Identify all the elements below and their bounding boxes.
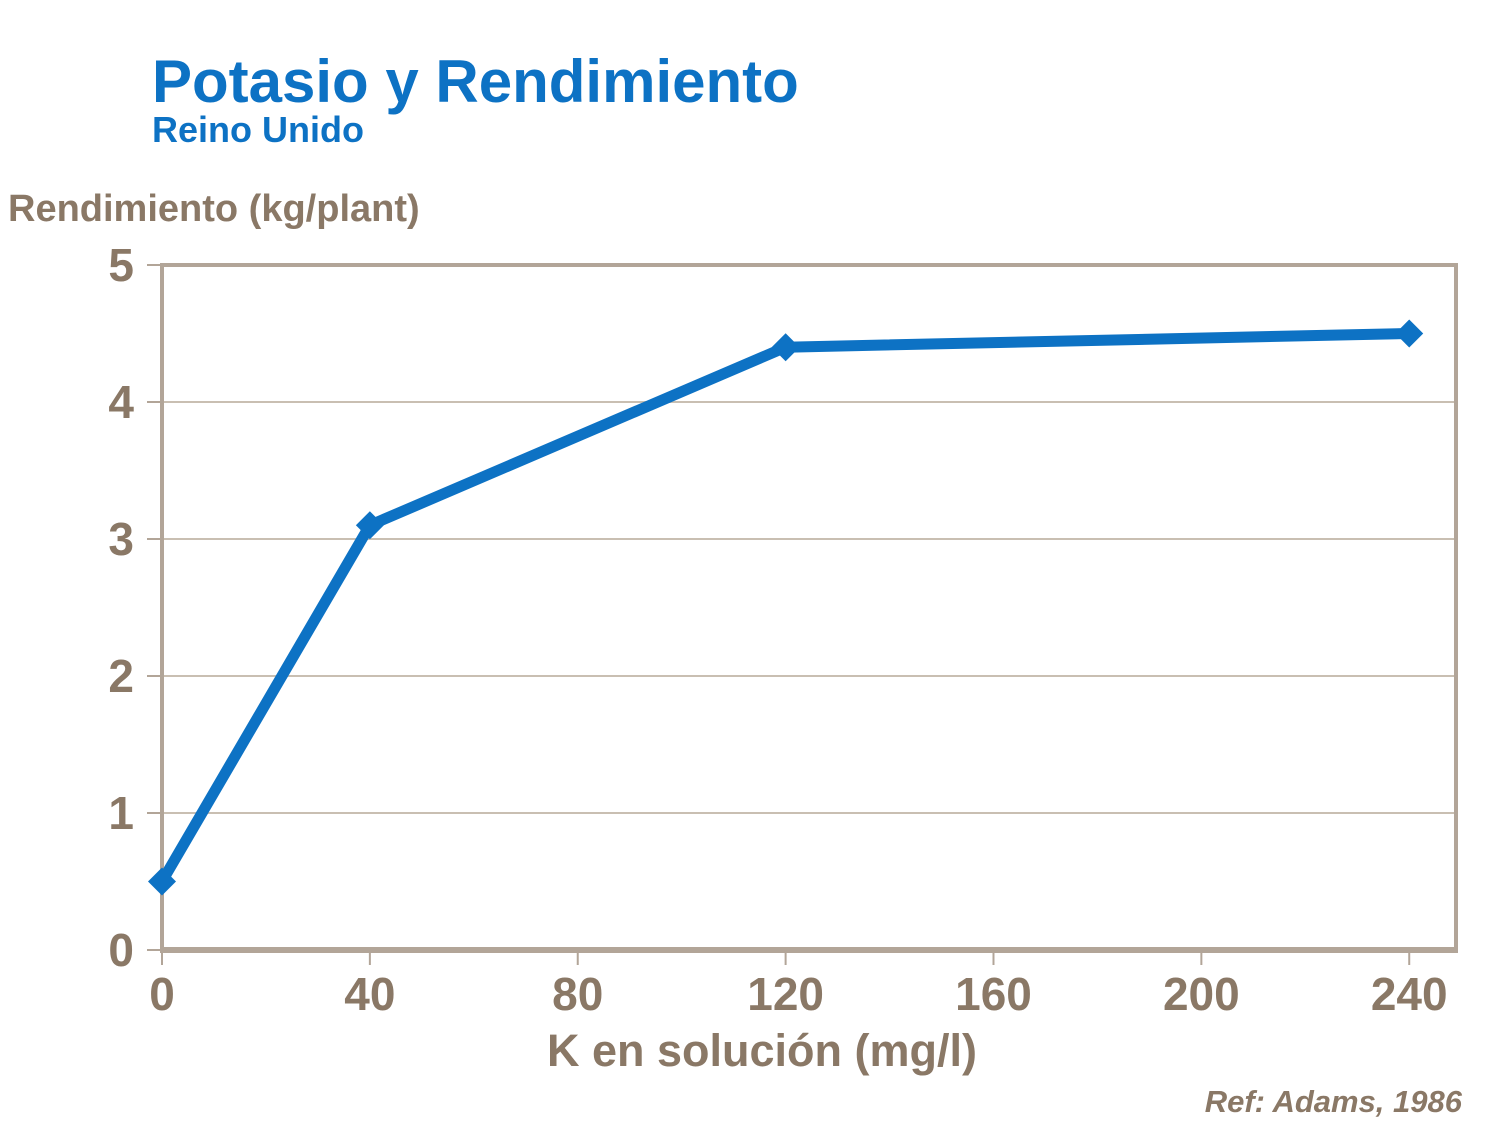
x-tick-label-200: 200 bbox=[1163, 968, 1240, 1020]
data-point-40-3.1 bbox=[355, 511, 384, 540]
data-point-120-4.4 bbox=[771, 333, 800, 362]
x-tick-label-0: 0 bbox=[149, 968, 175, 1020]
data-point-0-0.5 bbox=[148, 867, 176, 896]
series-line-rendimiento bbox=[156, 328, 1415, 887]
y-tick-label-4: 4 bbox=[108, 376, 134, 428]
reference-text: Ref: Adams, 1986 bbox=[1204, 1084, 1462, 1119]
x-tick-label-80: 80 bbox=[552, 968, 603, 1020]
y-tick-label-5: 5 bbox=[108, 239, 134, 291]
y-tick-label-3: 3 bbox=[108, 513, 134, 565]
x-tick-label-40: 40 bbox=[344, 968, 395, 1020]
x-axis-title: K en solución (mg/l) bbox=[546, 1025, 978, 1076]
data-point-240-4.5 bbox=[1395, 319, 1424, 348]
y-tick-label-1: 1 bbox=[108, 787, 134, 839]
y-tick-label-0: 0 bbox=[108, 924, 134, 976]
y-axis-title: Rendimiento (kg/plant) bbox=[8, 188, 420, 230]
page-subtitle: Reino Unido bbox=[152, 109, 364, 150]
page-title: Potasio y Rendimiento bbox=[152, 48, 799, 115]
x-tick-label-240: 240 bbox=[1371, 968, 1448, 1020]
y-tick-label-2: 2 bbox=[108, 650, 134, 702]
plot-frame bbox=[160, 263, 1458, 952]
x-tick-label-120: 120 bbox=[747, 968, 824, 1020]
x-tick-label-160: 160 bbox=[955, 968, 1032, 1020]
